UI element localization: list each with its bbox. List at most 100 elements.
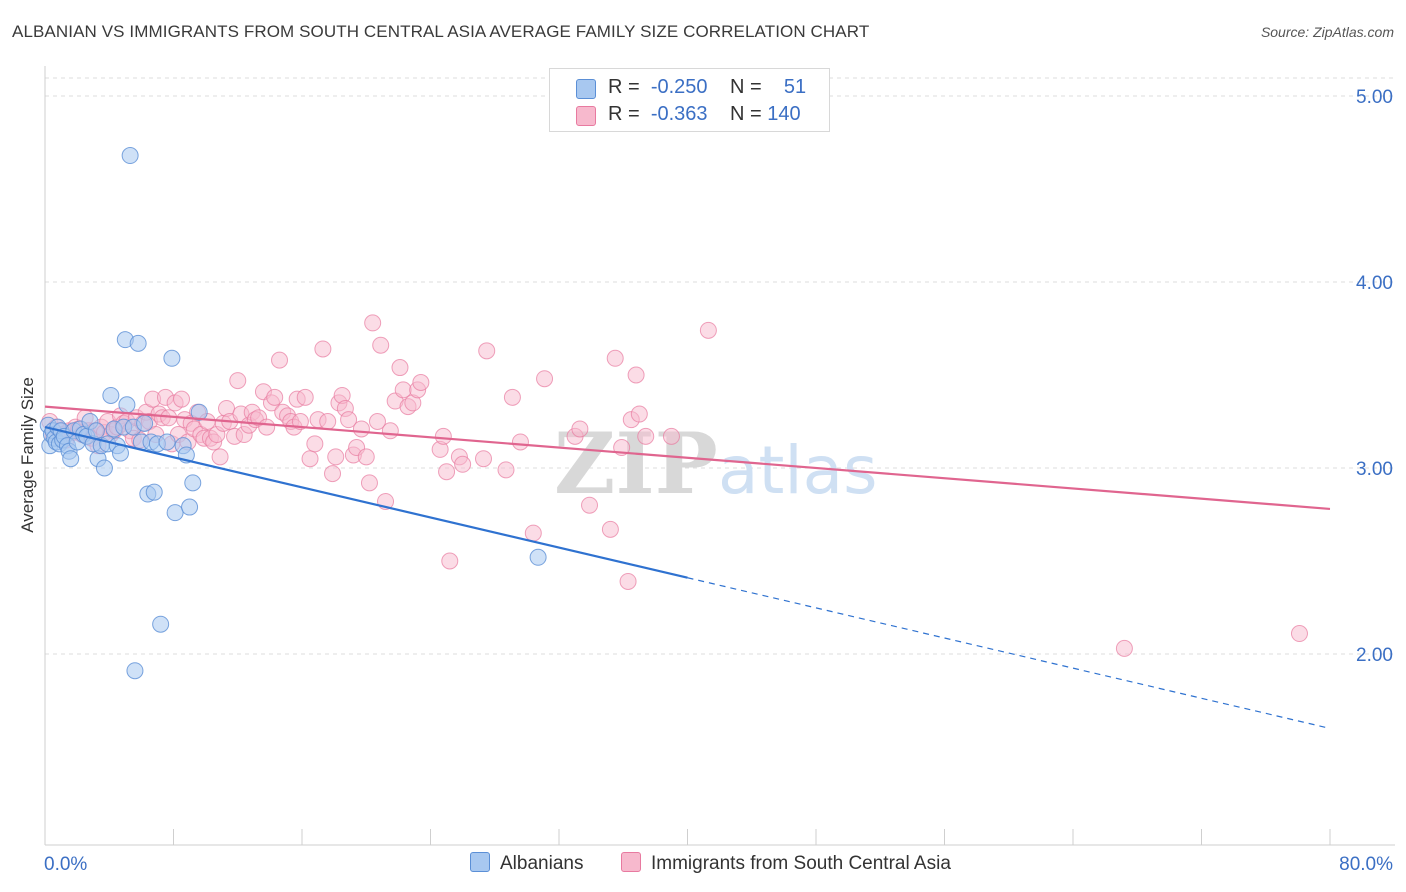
data-point-albanians [126, 662, 144, 680]
series-albanians [39, 147, 547, 680]
data-point-immigrants [601, 520, 619, 538]
data-point-immigrants [637, 427, 655, 445]
legend-swatch-immigrants [576, 106, 596, 126]
data-point-immigrants [360, 474, 378, 492]
data-point-albanians [95, 459, 113, 477]
legend-r-albanians: R = -0.250 [608, 76, 708, 98]
data-point-immigrants [1290, 625, 1308, 643]
data-point-immigrants [357, 448, 375, 466]
data-point-immigrants [699, 321, 717, 339]
data-point-immigrants [306, 435, 324, 453]
data-point-immigrants [381, 422, 399, 440]
legend-row-albanians: R = -0.250 N = 51 [550, 75, 829, 101]
data-point-immigrants [291, 413, 309, 430]
data-point-immigrants [173, 390, 191, 408]
data-point-albanians [129, 334, 147, 352]
data-point-albanians [118, 396, 136, 414]
legend-r-immigrants: R = -0.363 [608, 103, 708, 125]
data-point-immigrants [627, 366, 645, 384]
legend-n-albanians: N = 51 [730, 76, 807, 98]
legend-label-immigrants: Immigrants from South Central Asia [651, 853, 951, 874]
data-point-immigrants [229, 372, 247, 390]
data-point-albanians [111, 444, 129, 462]
grid-lines [45, 77, 1395, 655]
data-point-albanians [184, 474, 202, 492]
data-point-immigrants [352, 420, 370, 438]
data-point-immigrants [372, 336, 390, 354]
data-point-immigrants [606, 349, 624, 367]
data-point-immigrants [340, 411, 358, 429]
data-point-immigrants [536, 370, 554, 388]
y-tick-label: 5.00 [1356, 87, 1393, 108]
data-point-immigrants [511, 433, 529, 451]
data-point-immigrants [391, 359, 409, 377]
data-point-immigrants [438, 463, 456, 481]
y-tick-label: 3.00 [1356, 459, 1393, 480]
trend-line-albanians-extension [687, 577, 1331, 729]
data-point-immigrants [1115, 639, 1133, 657]
data-point-immigrants [368, 413, 386, 430]
correlation-legend: R = -0.250 N = 51 R = -0.363 N = 140 [549, 68, 830, 132]
trend-line-immigrants [44, 405, 1331, 511]
data-point-immigrants [301, 450, 319, 468]
data-point-immigrants [364, 314, 382, 332]
trend-line-albanians [44, 426, 688, 579]
data-point-albanians [102, 386, 120, 404]
data-point-albanians [190, 403, 208, 421]
source-label: Source: ZipAtlas.com [1260, 24, 1394, 40]
data-point-immigrants [266, 388, 284, 406]
data-point-immigrants [434, 427, 452, 445]
data-point-immigrants [503, 388, 521, 406]
data-point-albanians [158, 433, 176, 451]
data-point-albanians [145, 483, 163, 501]
data-point-albanians [181, 498, 199, 516]
data-point-immigrants [296, 388, 314, 406]
data-point-immigrants [475, 450, 493, 468]
data-point-immigrants [441, 552, 459, 570]
series-legend: Albanians Immigrants from South Central … [0, 852, 1406, 878]
data-point-albanians [136, 414, 154, 432]
data-point-albanians [87, 422, 105, 440]
data-point-immigrants [327, 448, 345, 466]
data-point-immigrants [524, 524, 542, 542]
x-tick-label-start: 0.0% [44, 854, 87, 875]
data-point-immigrants [478, 342, 496, 360]
data-point-immigrants [319, 413, 337, 430]
x-tick-label-end: 80.0% [1339, 854, 1393, 875]
data-point-immigrants [571, 420, 589, 438]
data-point-immigrants [581, 496, 599, 514]
legend-swatch-albanians [576, 79, 596, 99]
data-point-immigrants [258, 418, 276, 436]
legend-label-albanians: Albanians [500, 853, 584, 874]
data-point-immigrants [630, 405, 648, 423]
data-point-albanians [121, 147, 139, 165]
axes [44, 66, 1395, 846]
data-point-immigrants [211, 448, 229, 466]
data-point-immigrants [619, 572, 637, 590]
legend-swatch-blue [470, 852, 490, 872]
data-point-immigrants [412, 373, 430, 391]
data-point-immigrants [662, 427, 680, 445]
data-point-immigrants [314, 340, 332, 358]
data-point-immigrants [497, 461, 515, 479]
data-point-immigrants [324, 465, 342, 483]
data-point-albanians [163, 349, 181, 367]
chart-title: ALBANIAN VS IMMIGRANTS FROM SOUTH CENTRA… [12, 22, 870, 41]
data-point-immigrants [271, 351, 289, 369]
legend-swatch-pink [621, 852, 641, 872]
data-point-albanians [152, 615, 170, 633]
y-tick-label: 2.00 [1356, 645, 1393, 666]
data-point-albanians [529, 548, 547, 566]
data-point-albanians [166, 504, 184, 522]
legend-item-immigrants[interactable]: Immigrants from South Central Asia [621, 852, 951, 875]
data-point-albanians [62, 450, 80, 468]
trend-lines [44, 405, 1331, 729]
watermark: ZIP atlas [554, 414, 878, 513]
y-tick-label: 4.00 [1356, 273, 1393, 294]
tick-labels: 2.00 3.00 4.00 5.00 0.0% 80.0% [44, 87, 1393, 875]
legend-n-immigrants: N = 140 [730, 103, 801, 125]
legend-row-immigrants: R = -0.363 N = 140 [550, 102, 829, 128]
legend-item-albanians[interactable]: Albanians [470, 852, 583, 875]
data-point-immigrants [454, 455, 472, 473]
